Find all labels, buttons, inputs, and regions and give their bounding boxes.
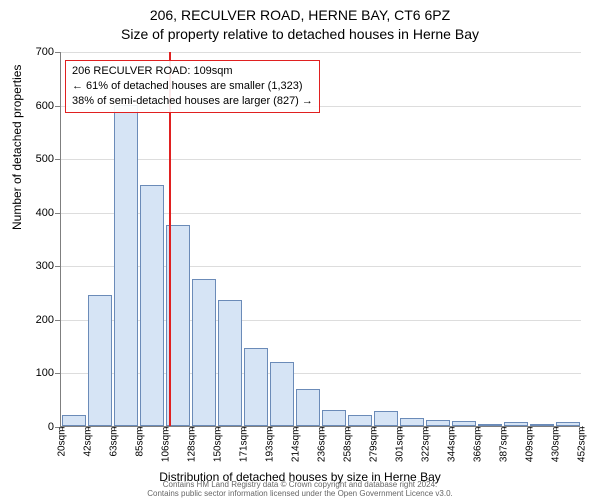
x-tick-label: 409sqm xyxy=(525,427,536,463)
histogram-bar xyxy=(270,362,294,426)
histogram-bar xyxy=(504,422,528,426)
x-tick-label: 63sqm xyxy=(109,427,120,457)
x-tick-label: 236sqm xyxy=(317,427,328,463)
annotation-line1: 206 RECULVER ROAD: 109sqm xyxy=(72,64,313,79)
y-tick-label: 200 xyxy=(14,314,54,326)
histogram-bar xyxy=(114,105,138,426)
y-tick-label: 0 xyxy=(14,421,54,433)
y-tick-label: 500 xyxy=(14,153,54,165)
annotation-box: 206 RECULVER ROAD: 109sqm← 61% of detach… xyxy=(65,60,320,113)
x-tick-label: 301sqm xyxy=(395,427,406,463)
footer-attribution: Contains HM Land Registry data © Crown c… xyxy=(0,480,600,499)
histogram-bar xyxy=(400,418,424,426)
x-tick-label: 42sqm xyxy=(83,427,94,457)
histogram-bar xyxy=(192,279,216,426)
x-tick-label: 193sqm xyxy=(265,427,276,463)
histogram-bar xyxy=(348,415,372,426)
gridline xyxy=(61,213,581,214)
annotation-line2: ← 61% of detached houses are smaller (1,… xyxy=(72,79,313,94)
histogram-bar xyxy=(452,421,476,426)
y-tick-label: 400 xyxy=(14,207,54,219)
y-tick-label: 300 xyxy=(14,260,54,272)
histogram-bar xyxy=(556,422,580,426)
x-tick-label: 322sqm xyxy=(421,427,432,463)
x-tick-label: 258sqm xyxy=(343,427,354,463)
x-tick-label: 214sqm xyxy=(291,427,302,463)
x-tick-label: 344sqm xyxy=(447,427,458,463)
histogram-bar xyxy=(296,389,320,427)
x-tick-label: 279sqm xyxy=(369,427,380,463)
plot-area: 010020030040050060070020sqm42sqm63sqm85s… xyxy=(60,52,580,427)
x-tick-label: 20sqm xyxy=(57,427,68,457)
gridline xyxy=(61,159,581,160)
x-tick-label: 171sqm xyxy=(239,427,250,463)
y-tick-label: 700 xyxy=(14,46,54,58)
y-tick-label: 100 xyxy=(14,367,54,379)
x-tick-label: 128sqm xyxy=(187,427,198,463)
x-tick-label: 85sqm xyxy=(135,427,146,457)
annotation-line3: 38% of semi-detached houses are larger (… xyxy=(72,94,313,109)
title-line1: 206, RECULVER ROAD, HERNE BAY, CT6 6PZ xyxy=(0,6,600,25)
histogram-bar xyxy=(374,411,398,426)
histogram-bar xyxy=(62,415,86,426)
histogram-chart: 010020030040050060070020sqm42sqm63sqm85s… xyxy=(60,52,580,427)
x-tick-label: 387sqm xyxy=(499,427,510,463)
x-tick-label: 366sqm xyxy=(473,427,484,463)
footer-line1: Contains HM Land Registry data © Crown c… xyxy=(0,480,600,490)
histogram-bar xyxy=(322,410,346,426)
title-line2: Size of property relative to detached ho… xyxy=(0,25,600,44)
y-tick-label: 600 xyxy=(14,100,54,112)
gridline xyxy=(61,266,581,267)
x-tick-label: 452sqm xyxy=(577,427,588,463)
x-tick-label: 150sqm xyxy=(213,427,224,463)
histogram-bar xyxy=(88,295,112,426)
histogram-bar xyxy=(218,300,242,426)
x-tick-label: 430sqm xyxy=(551,427,562,463)
footer-line2: Contains public sector information licen… xyxy=(0,489,600,499)
gridline xyxy=(61,320,581,321)
histogram-bar xyxy=(426,420,450,426)
y-axis-label: Number of detached properties xyxy=(10,65,24,230)
histogram-bar xyxy=(140,185,164,426)
histogram-bar xyxy=(244,348,268,426)
gridline xyxy=(61,52,581,53)
x-tick-label: 106sqm xyxy=(161,427,172,463)
gridline xyxy=(61,373,581,374)
chart-title: 206, RECULVER ROAD, HERNE BAY, CT6 6PZ S… xyxy=(0,0,600,44)
